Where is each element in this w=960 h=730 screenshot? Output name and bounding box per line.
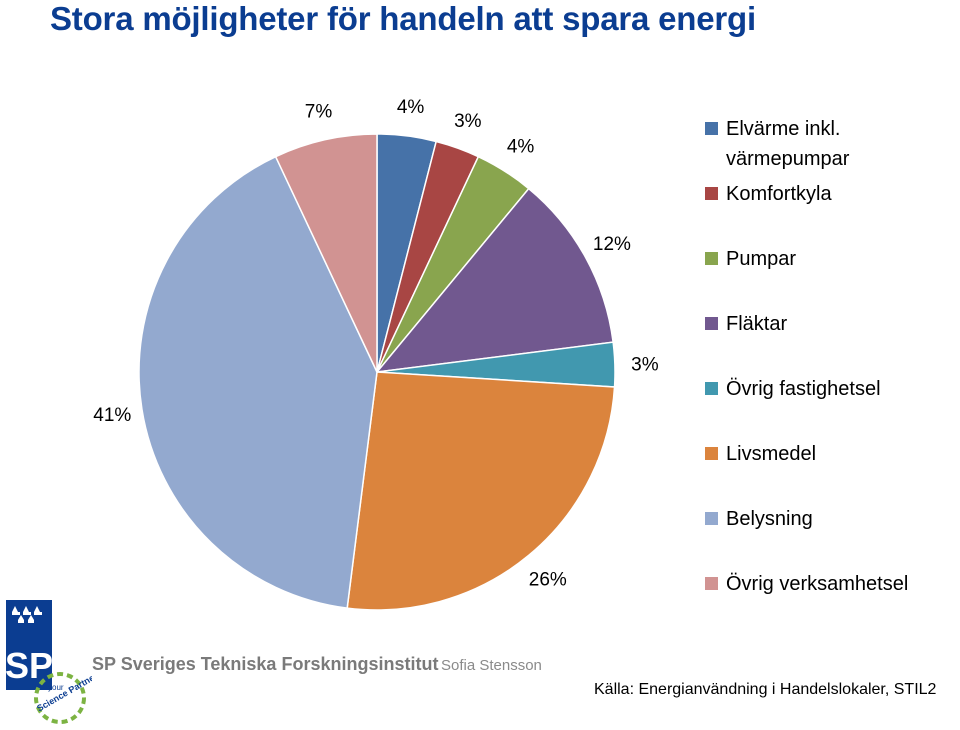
pie-slice-flaktar — [375, 187, 614, 373]
data-label-livsmedel: 26% — [529, 570, 567, 591]
page-title: Stora möjligheter för handeln att spara … — [50, 0, 756, 37]
crown-icon — [12, 606, 42, 623]
data-label-belysning: 41% — [93, 405, 131, 426]
legend-label-livsmedel: Livsmedel — [726, 443, 816, 465]
chart-panel: 4% 3% 4% 12% 3% 26% 41% 7% Elvärme inkl. värmepu… — [60, 85, 930, 630]
pie-slice-ovrig-verksamhetsel — [274, 133, 378, 373]
chart-legend: Elvärme inkl. värmepumpar Komfortkyla Pumpa… — [705, 118, 908, 595]
legend-swatch-elvarme-inkl-varmepumpar — [705, 122, 718, 135]
legend-swatch-ovrig-verksamhetsel — [705, 577, 718, 590]
svg-text:your: your — [48, 683, 64, 692]
legend-label-elvarme-inkl-varmepumpar: Elvärme inkl. — [726, 118, 840, 140]
sp-logo: SP your Science Partner — [0, 598, 99, 730]
organization-name: SP Sveriges Tekniska Forskningsinstitut — [92, 654, 439, 674]
legend-label-komfortkyla: Komfortkyla — [726, 183, 832, 205]
author-name: Sofia Stensson — [441, 657, 542, 674]
data-label-ovrig-verksamhetsel: 7% — [305, 102, 333, 123]
legend-swatch-komfortkyla — [705, 187, 718, 200]
legend-label-flaktar: Fläktar — [726, 313, 787, 335]
data-label-flaktar: 12% — [593, 234, 631, 255]
svg-text:SP: SP — [5, 645, 53, 686]
data-label-pumpar: 4% — [507, 137, 535, 158]
legend-swatch-flaktar — [705, 317, 718, 330]
pie-slice-belysning — [138, 155, 378, 609]
legend-label-elvarme-inkl-varmepumpar: värmepumpar — [726, 148, 850, 170]
legend-label-pumpar: Pumpar — [726, 248, 796, 270]
legend-label-belysning: Belysning — [726, 508, 813, 530]
legend-label-ovrig-verksamhetsel: Övrig verksamhetsel — [726, 573, 908, 595]
legend-swatch-ovrig-fastighetsel — [705, 382, 718, 395]
legend-swatch-pumpar — [705, 252, 718, 265]
data-label-ovrig-fastighetsel: 3% — [631, 355, 659, 376]
legend-swatch-belysning — [705, 512, 718, 525]
source-citation: Källa: Energianvändning i Handelslokaler… — [594, 681, 937, 698]
legend-swatch-livsmedel — [705, 447, 718, 460]
data-label-komfortkyla: 3% — [454, 111, 482, 132]
pie-chart: 4% 3% 4% 12% 3% 26% 41% 7% Elvärme inkl. värmepu… — [93, 97, 908, 611]
pie-labels: 4% 3% 4% 12% 3% 26% 41% 7% — [93, 97, 658, 590]
pie-slices — [138, 133, 616, 611]
legend-label-ovrig-fastighetsel: Övrig fastighetsel — [726, 378, 881, 400]
data-label-elvarme-inkl-varmepumpar: 4% — [397, 97, 425, 118]
pie-slice-livsmedel — [346, 371, 616, 611]
